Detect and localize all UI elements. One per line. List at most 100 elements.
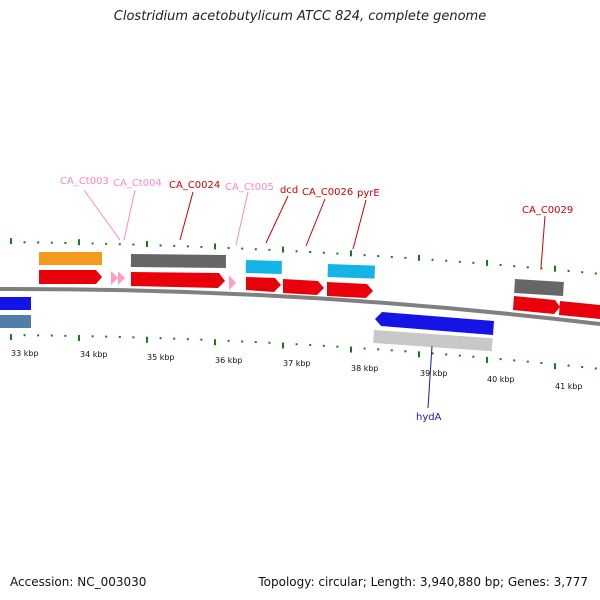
tick-mark [146,240,148,247]
tick-mark [526,360,529,363]
rna-arrow[interactable] [118,271,125,285]
tick-mark [23,241,26,244]
tick-mark [350,250,352,257]
blue-feature-left[interactable] [0,297,31,310]
gray-feature-ca-c0029[interactable] [514,279,564,296]
scale-label: 37 kbp [283,359,311,368]
tick-mark [540,361,543,364]
tick-mark [445,353,448,356]
cds-arrow[interactable] [327,282,373,298]
gene-label-hyda[interactable]: hydA [416,412,442,423]
gene-label-pyre[interactable]: pyrE [357,188,380,199]
rna-arrow[interactable] [229,275,236,290]
tick-mark [132,243,135,246]
tick-mark [567,364,570,367]
tick-mark [254,341,257,344]
tick-mark [526,266,529,269]
tick-mark [78,335,80,342]
tick-mark [404,256,407,259]
tick-marks [10,238,597,370]
tick-mark [513,265,516,268]
tick-mark [418,351,420,358]
tick-mark [458,354,461,357]
cds-arrow[interactable] [559,301,600,319]
tick-mark [105,242,108,245]
tick-mark [445,259,448,262]
tick-mark [431,352,434,355]
tick-mark [282,342,284,349]
scale-label: 35 kbp [147,353,175,362]
tick-mark [581,271,584,274]
rna-arrow[interactable] [111,271,118,285]
tick-mark [254,248,257,251]
tick-mark [10,238,12,245]
cyan-feature-pyre[interactable] [327,264,375,279]
light-gray-feature[interactable] [373,329,493,352]
tick-mark [418,254,420,261]
tick-mark [567,269,570,272]
tick-mark [322,251,325,254]
orange-feature[interactable] [39,252,102,265]
tick-mark [486,259,488,266]
blue-feature-hyda[interactable] [375,312,494,335]
cds-arrow[interactable] [39,270,102,284]
tick-mark [322,344,325,347]
tick-mark [186,245,189,248]
tick-mark [554,265,556,272]
tick-mark [581,366,584,369]
scale-label: 41 kbp [555,382,583,391]
gray-feature-ca-c0024[interactable] [130,254,226,268]
feature-row-bottom [0,297,494,352]
tick-mark [91,335,94,338]
tick-mark [159,244,162,247]
gene-label-ca-c0024[interactable]: CA_C0024 [169,180,220,191]
tick-mark [132,336,135,339]
tick-mark [227,247,230,250]
scale-label: 36 kbp [215,356,243,365]
tick-mark [390,349,393,352]
tick-mark [513,359,516,362]
tick-mark [363,254,366,257]
tick-mark [159,337,162,340]
tick-mark [336,345,339,348]
tick-mark [472,355,475,358]
steel-feature-left[interactable] [0,315,31,328]
tick-mark [309,250,312,253]
tick-mark [363,347,366,350]
tick-mark [268,248,271,251]
tick-mark [146,336,148,343]
cyan-feature-dcd[interactable] [245,260,282,274]
gene-label-dcd[interactable]: dcd [280,185,298,196]
tick-mark [377,348,380,351]
tick-mark [295,343,298,346]
gene-label-ca-ct004[interactable]: CA_Ct004 [113,178,162,189]
tick-mark [336,252,339,255]
tick-mark [268,341,271,344]
tick-mark [118,335,121,338]
tick-mark [173,244,176,247]
tick-mark [105,335,108,338]
gene-labels: CA_Ct003 CA_Ct004 CA_C0024 CA_Ct005 dcd … [60,176,573,423]
scale-label: 40 kbp [487,375,515,384]
tick-mark [78,239,80,246]
gene-label-ca-c0026[interactable]: CA_C0026 [302,187,353,198]
tick-mark [200,245,203,248]
tick-mark [214,243,216,250]
tick-mark [37,241,40,244]
gene-label-ca-ct005[interactable]: CA_Ct005 [225,182,274,193]
gene-label-ca-ct003[interactable]: CA_Ct003 [60,176,109,187]
cds-arrow[interactable] [283,279,324,295]
cds-arrow[interactable] [131,272,225,288]
tick-mark [241,340,244,343]
tick-mark [404,350,407,353]
tick-mark [350,346,352,353]
cds-arrow[interactable] [246,277,281,292]
tick-mark [50,334,53,337]
tick-mark [10,334,12,341]
tick-mark [594,272,597,275]
scale-label: 33 kbp [11,349,39,358]
cds-arrow[interactable] [513,296,560,314]
tick-mark [227,339,230,342]
gene-label-ca-c0029[interactable]: CA_C0029 [522,205,573,216]
tick-mark [64,241,67,244]
